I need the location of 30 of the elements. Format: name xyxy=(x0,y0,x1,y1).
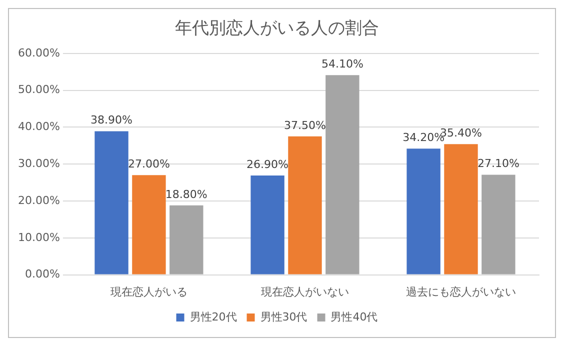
x-tick-label: 現在恋人がいる xyxy=(110,285,188,298)
legend-label: 男性30代 xyxy=(260,310,308,324)
bar xyxy=(288,136,322,274)
bar xyxy=(406,148,440,274)
y-tick-label: 40.00% xyxy=(18,120,60,134)
data-label: 54.10% xyxy=(321,58,364,71)
data-label: 26.90% xyxy=(246,158,289,171)
y-tick-label: 20.00% xyxy=(18,194,60,207)
legend-label: 男性40代 xyxy=(330,310,378,324)
y-tick-label: 0.00% xyxy=(24,268,60,281)
x-tick-label: 現在恋人がいない xyxy=(260,285,349,298)
legend-label: 男性20代 xyxy=(190,310,237,324)
y-tick-label: 60.00% xyxy=(18,46,60,60)
chart-title: 年代別恋人がいる人の割合 xyxy=(175,18,379,39)
bar xyxy=(132,175,166,274)
data-label: 37.50% xyxy=(284,118,326,132)
y-tick-label: 50.00% xyxy=(18,83,60,96)
data-label: 38.90% xyxy=(90,114,132,127)
data-label: 27.10% xyxy=(477,157,520,170)
bar xyxy=(170,205,204,274)
bar xyxy=(482,174,516,274)
bar xyxy=(94,131,128,274)
x-tick-label: 過去にも恋人がいない xyxy=(406,285,516,298)
y-tick-label: 10.00% xyxy=(18,230,60,244)
bar xyxy=(326,75,360,274)
bar xyxy=(444,144,478,274)
data-label: 18.80% xyxy=(165,188,208,201)
bar xyxy=(250,176,284,274)
y-tick-label: 30.00% xyxy=(18,156,60,170)
data-label: 27.00% xyxy=(128,158,170,171)
